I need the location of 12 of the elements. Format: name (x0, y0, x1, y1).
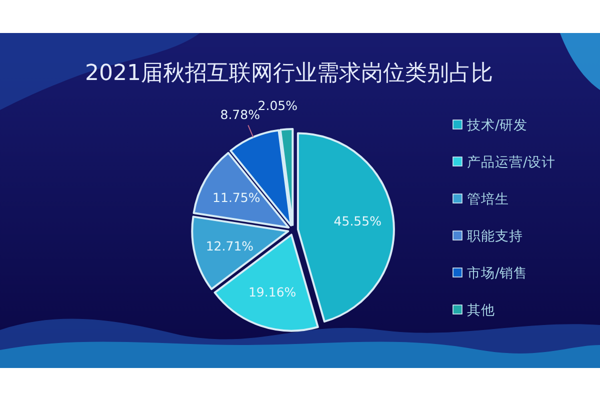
legend-label: 技术/研发 (466, 118, 528, 134)
legend-label: 职能支持 (467, 228, 523, 245)
data-label: 12.71% (206, 238, 254, 254)
data-label: 2.05% (258, 98, 298, 114)
legend-label: 产品运营/设计 (467, 154, 556, 171)
data-label: 11.75% (212, 190, 260, 205)
chart-title: 2021届秋招互联网行业需求岗位类别占比 (85, 61, 493, 86)
data-label: 45.55% (334, 213, 382, 228)
legend-label: 市场/销售 (467, 266, 528, 282)
legend-label: 其他 (467, 302, 495, 319)
legend-label: 管培生 (467, 192, 509, 208)
data-label: 19.16% (248, 284, 296, 300)
